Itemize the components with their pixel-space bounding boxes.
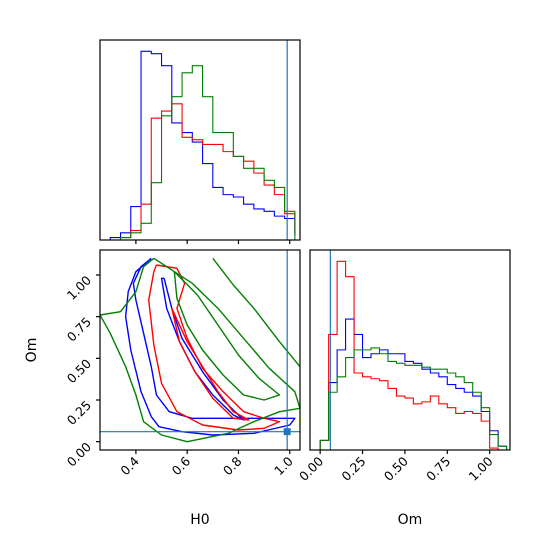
om-hist-series-2 — [319, 347, 508, 450]
joint-contour-1 — [160, 277, 245, 421]
h0-hist-series-1 — [110, 103, 296, 240]
panel-h0-histogram — [99, 39, 301, 244]
h0-histogram-xticks — [135, 240, 291, 244]
h0-histogram-plot-area — [109, 40, 296, 240]
joint-contour-frame — [99, 249, 301, 451]
joint-contour-plot-area — [100, 250, 300, 450]
om-hist-series-1 — [319, 260, 507, 450]
joint-truth-marker — [283, 428, 291, 436]
h0-hist-series-0 — [109, 50, 296, 240]
joint-contour-2 — [148, 264, 281, 431]
om-histogram-plot-area — [319, 250, 508, 450]
joint-contour-4 — [100, 257, 300, 443]
h0-histogram-frame — [99, 39, 301, 241]
om-histogram-frame — [309, 249, 511, 451]
x-axis-label-h0: H0 — [190, 512, 209, 528]
x-axis-label-om: Om — [398, 512, 423, 528]
om-hist-series-0 — [319, 318, 508, 450]
h0-hist-series-2 — [110, 65, 296, 240]
y-axis-label-om: Om — [24, 338, 40, 363]
joint-contour-0 — [124, 257, 296, 436]
joint-contour-3 — [171, 308, 250, 421]
joint-contour-6 — [212, 257, 300, 368]
joint-contour-5 — [173, 271, 281, 401]
